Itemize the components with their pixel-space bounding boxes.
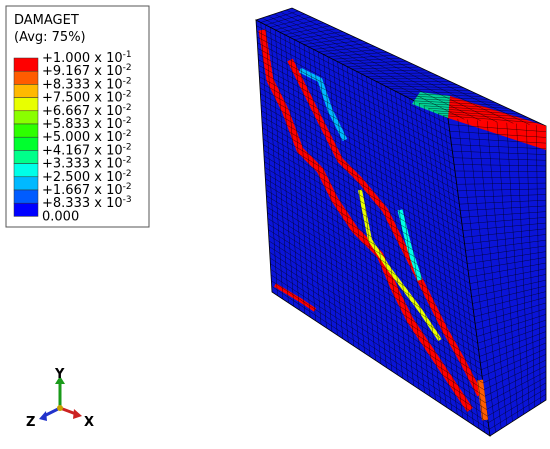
triad-y: Y: [54, 367, 65, 382]
legend: +1.000 x 10-1+9.167 x 10-2+8.333 x 10-2+…: [14, 50, 132, 224]
legend-swatch: [14, 164, 38, 177]
legend-swatch: [14, 58, 38, 71]
legend-label-exp: -2: [123, 90, 132, 100]
legend-subtitle: (Avg: 75%): [14, 30, 86, 45]
triad-z: Z: [26, 415, 35, 430]
legend-swatch: [14, 71, 38, 84]
legend-label-exp: -2: [123, 169, 132, 179]
legend-swatch: [14, 150, 38, 163]
legend-swatch: [14, 137, 38, 150]
legend-swatch: [14, 111, 38, 124]
legend-label-exp: -2: [123, 76, 132, 86]
legend-label-exp: -2: [123, 63, 132, 73]
legend-swatch: [14, 124, 38, 137]
legend-title: DAMAGET: [14, 13, 79, 28]
legend-label-exp: -2: [123, 103, 132, 113]
legend-swatch: [14, 84, 38, 97]
legend-label-exp: -2: [123, 142, 132, 152]
legend-label-exp: -2: [123, 182, 132, 192]
legend-label-exp: -2: [123, 116, 132, 126]
legend-label-base: 0.000: [42, 209, 79, 224]
legend-label-exp: -1: [123, 50, 132, 60]
legend-label: 0.000: [42, 209, 79, 224]
triad-origin: [57, 405, 63, 411]
legend-swatch: [14, 177, 38, 190]
legend-label-exp: -2: [123, 129, 132, 139]
legend-swatch: [14, 203, 38, 216]
legend-swatch: [14, 98, 38, 111]
legend-label-exp: -2: [123, 156, 132, 166]
legend-swatch: [14, 190, 38, 203]
legend-label-exp: -3: [123, 195, 132, 205]
triad-x: X: [84, 415, 94, 430]
